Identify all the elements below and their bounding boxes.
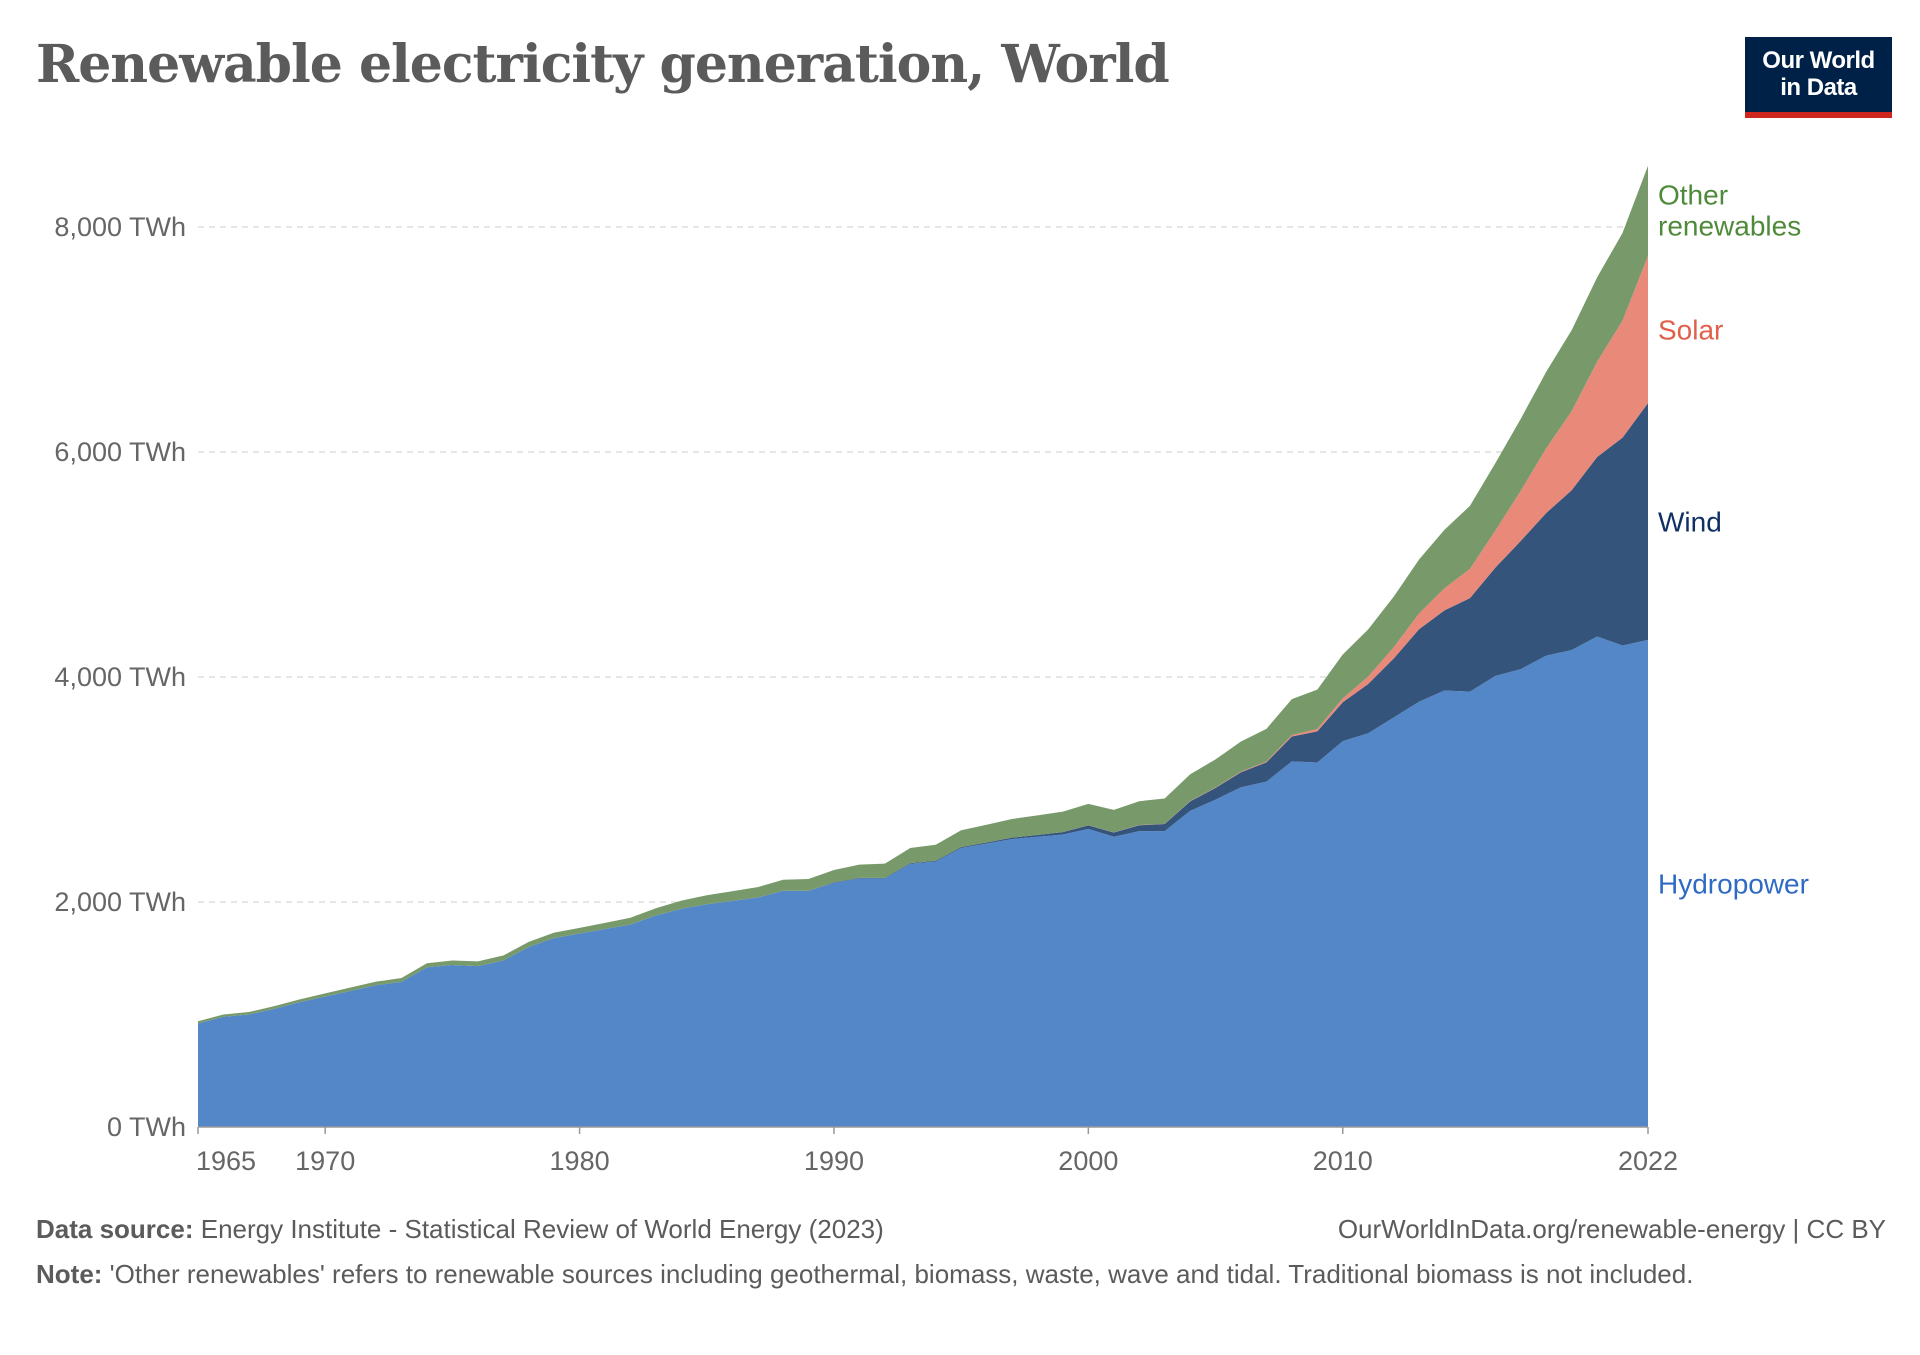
x-tick-label: 1990 [804,1146,864,1176]
x-tick-label: 2022 [1618,1146,1678,1176]
logo-line1: Our World [1762,47,1875,74]
area-hydropower[interactable] [198,636,1648,1128]
y-tick-label: 0 TWh [107,1112,186,1142]
source-text: Energy Institute - Statistical Review of… [200,1214,884,1244]
series-label: Hydropower [1658,868,1809,899]
area-wind[interactable] [198,403,1648,1024]
chart-note: Note: 'Other renewables' refers to renew… [36,1255,1826,1293]
owid-logo[interactable]: Our World in Data [1745,37,1892,118]
x-tick-label: 1980 [550,1146,610,1176]
source-label: Data source: [36,1214,194,1244]
source-url-link[interactable]: OurWorldInData.org/renewable-energy | CC… [1337,1214,1886,1244]
x-tick-label: 2000 [1058,1146,1118,1176]
series-label: Wind [1658,506,1722,537]
y-tick-label: 8,000 TWh [54,212,186,242]
y-tick-label: 4,000 TWh [54,662,186,692]
note-label: Note: [36,1259,103,1289]
x-tick-label: 1970 [295,1146,355,1176]
logo-accent-bar [1745,112,1892,118]
note-text: 'Other renewables' refers to renewable s… [109,1259,1694,1289]
y-tick-label: 6,000 TWh [54,437,186,467]
stacked-area-chart: 0 TWh 2,000 TWh 4,000 TWh 6,000 TWh 8,000 TW… [54,165,1809,1176]
x-tick-label: 1965 [196,1146,256,1176]
series-label: Other renewables [1658,180,1801,242]
x-tick-label: 2010 [1313,1146,1373,1176]
chart-title: Renewable electricity generation, World [36,34,1170,95]
series-label: Solar [1658,314,1723,345]
logo-line2: in Data [1780,74,1857,101]
data-source: Data source: Energy Institute - Statisti… [36,1214,884,1245]
y-tick-label: 2,000 TWh [54,887,186,917]
area-other-renewables[interactable] [198,165,1648,1024]
